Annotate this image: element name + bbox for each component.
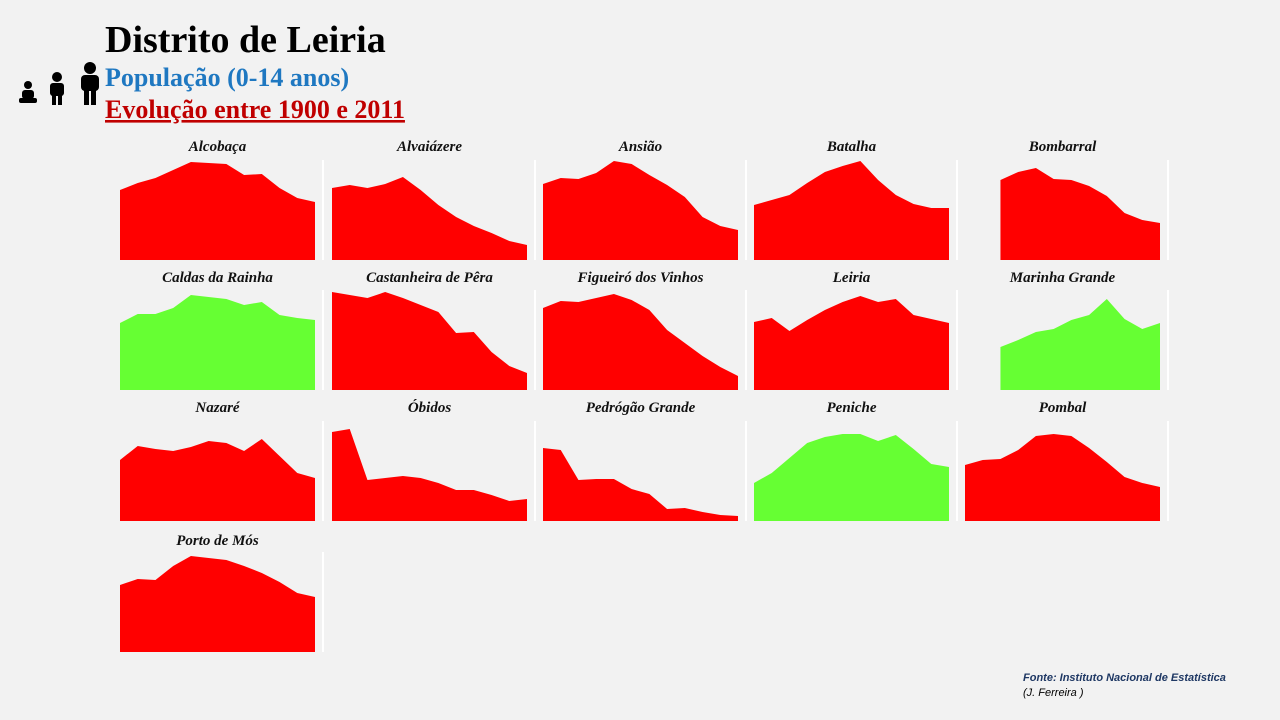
area <box>543 294 738 390</box>
panel-title: Alcobaça <box>188 139 247 155</box>
area <box>543 161 738 260</box>
panel-title: Nazaré <box>194 400 241 416</box>
area <box>1000 168 1160 260</box>
people-icon <box>19 62 99 105</box>
panel-title: Óbidos <box>408 399 452 416</box>
subtitle: População (0-14 anos) <box>105 63 349 92</box>
area <box>754 296 949 390</box>
area <box>332 292 527 390</box>
panel-title: Ansião <box>618 139 662 155</box>
area <box>543 448 738 521</box>
area <box>332 429 527 521</box>
panel-title: Pombal <box>1039 400 1087 416</box>
area <box>120 295 315 390</box>
panel-title: Figueiró dos Vinhos <box>577 270 704 286</box>
area <box>120 439 315 521</box>
panel-title: Leiria <box>832 270 871 286</box>
panel-title: Bombarral <box>1028 139 1097 155</box>
area <box>332 177 527 260</box>
area <box>1000 299 1160 390</box>
panel-title: Marinha Grande <box>1009 270 1116 286</box>
panel-title: Caldas da Rainha <box>162 270 273 286</box>
area <box>120 162 315 260</box>
area <box>754 161 949 260</box>
author: (J. Ferreira ) <box>1023 687 1084 699</box>
panel-title: Alvaiázere <box>396 139 462 155</box>
source: Fonte: Instituto Nacional de Estatística <box>1023 672 1226 684</box>
panel-title: Castanheira de Pêra <box>366 270 493 286</box>
area <box>754 434 949 521</box>
title: Distrito de Leiria <box>105 19 386 61</box>
panel-title: Porto de Mós <box>176 533 259 549</box>
area <box>965 434 1160 521</box>
panel-title: Pedrógão Grande <box>586 400 696 416</box>
period: Evolução entre 1900 e 2011 <box>105 95 405 124</box>
area <box>120 556 315 652</box>
panel-title: Peniche <box>827 400 877 416</box>
panel-title: Batalha <box>826 139 877 155</box>
